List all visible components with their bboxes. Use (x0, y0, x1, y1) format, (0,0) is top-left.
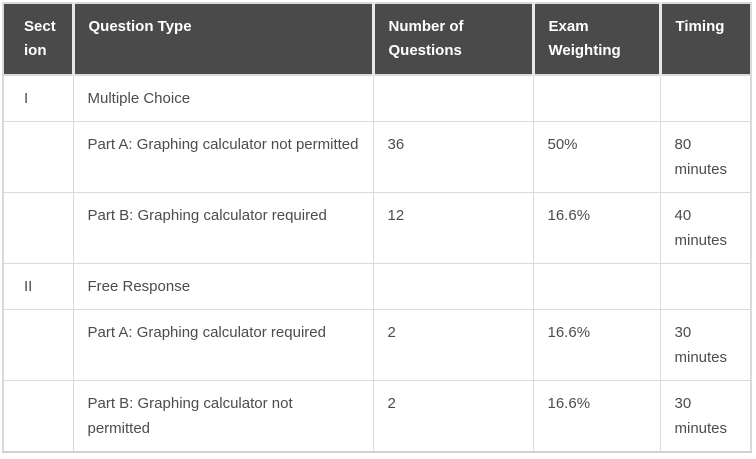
cell-exam-weighting: 16.6% (532, 192, 661, 264)
col-header-section: Section (2, 2, 75, 76)
col-header-exam-weighting: Exam Weighting (533, 2, 662, 76)
cell-exam-weighting: 50% (532, 121, 661, 193)
cell-number-of-questions: 2 (372, 309, 534, 381)
cell-question-type: Multiple Choice (72, 74, 374, 122)
cell-question-type: Part B: Graphing calculator not permitte… (72, 380, 374, 453)
cell-section (2, 380, 74, 453)
cell-exam-weighting: 16.6% (532, 309, 661, 381)
exam-structure-table: Section Question Type Number of Question… (2, 2, 752, 453)
table-row: Part B: Graphing calculator not permitte… (2, 380, 752, 453)
cell-timing: 40 minutes (659, 192, 752, 264)
table-row: Part A: Graphing calculator not permitte… (2, 121, 752, 193)
col-header-timing: Timing (660, 2, 752, 76)
cell-section (2, 121, 74, 193)
cell-number-of-questions: 12 (372, 192, 534, 264)
cell-timing: 80 minutes (659, 121, 752, 193)
table-row: Part B: Graphing calculator required 12 … (2, 192, 752, 264)
cell-exam-weighting: 16.6% (532, 380, 661, 453)
cell-question-type: Part A: Graphing calculator required (72, 309, 374, 381)
cell-number-of-questions (372, 74, 534, 122)
table-row: Part A: Graphing calculator required 2 1… (2, 309, 752, 381)
cell-timing: 30 minutes (659, 309, 752, 381)
cell-number-of-questions: 36 (372, 121, 534, 193)
cell-timing (659, 263, 752, 310)
cell-exam-weighting (532, 74, 661, 122)
cell-exam-weighting (532, 263, 661, 310)
cell-question-type: Part B: Graphing calculator required (72, 192, 374, 264)
cell-section: I (2, 74, 74, 122)
cell-number-of-questions (372, 263, 534, 310)
cell-number-of-questions: 2 (372, 380, 534, 453)
cell-question-type: Part A: Graphing calculator not permitte… (72, 121, 374, 193)
cell-section: II (2, 263, 74, 310)
cell-question-type: Free Response (72, 263, 374, 310)
col-header-question-type: Question Type (73, 2, 375, 76)
cell-timing (659, 74, 752, 122)
table-row: II Free Response (2, 263, 752, 310)
cell-section (2, 309, 74, 381)
col-header-number-of-questions: Number of Questions (373, 2, 535, 76)
cell-section (2, 192, 74, 264)
header-row: Section Question Type Number of Question… (2, 2, 752, 76)
table-row: I Multiple Choice (2, 74, 752, 122)
cell-timing: 30 minutes (659, 380, 752, 453)
